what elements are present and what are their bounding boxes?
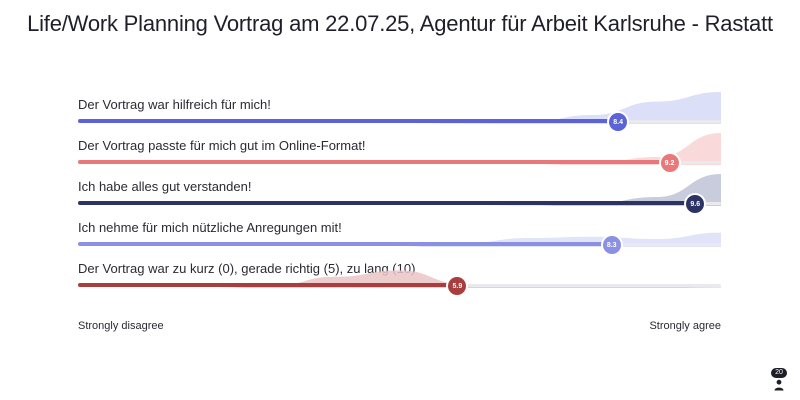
page-title: Life/Work Planning Vortrag am 22.07.25, … — [27, 11, 773, 36]
scale-max-label: Strongly agree — [649, 320, 721, 332]
person-icon — [774, 379, 784, 391]
average-value-marker: 9.2 — [660, 154, 679, 172]
scale-item: Ich habe alles gut verstanden! 9.6 — [78, 174, 721, 219]
participant-count-badge: 20 — [771, 368, 787, 378]
average-value-marker: 8.3 — [602, 236, 621, 254]
scale-fill — [78, 119, 619, 123]
scale-item-label: Ich nehme für mich nützliche Anregungen … — [78, 220, 342, 235]
scale-fill — [78, 283, 458, 287]
scale-min-label: Strongly disagree — [78, 320, 164, 332]
average-value-marker: 8.4 — [609, 113, 628, 131]
scale-fill — [78, 201, 696, 205]
scale-item-label: Der Vortrag passte für mich gut im Onlin… — [78, 138, 366, 153]
scale-item: Ich nehme für mich nützliche Anregungen … — [78, 220, 721, 260]
scale-item-label: Der Vortrag war zu kurz (0), gerade rich… — [78, 261, 416, 276]
participant-counter[interactable]: 20 — [767, 368, 791, 394]
scale-item: Der Vortrag passte für mich gut im Onlin… — [78, 133, 721, 178]
scale-item: Der Vortrag war zu kurz (0), gerade rich… — [78, 261, 721, 301]
scale-item-label: Der Vortrag war hilfreich für mich! — [78, 97, 271, 112]
average-value-marker: 5.9 — [448, 277, 467, 295]
response-distribution — [78, 270, 721, 288]
average-value-marker: 9.6 — [686, 195, 705, 213]
scale-fill — [78, 242, 612, 246]
scale-item-label: Ich habe alles gut verstanden! — [78, 179, 252, 194]
scale-item: Der Vortrag war hilfreich für mich! 8.4 — [78, 92, 721, 137]
scale-fill — [78, 160, 670, 164]
